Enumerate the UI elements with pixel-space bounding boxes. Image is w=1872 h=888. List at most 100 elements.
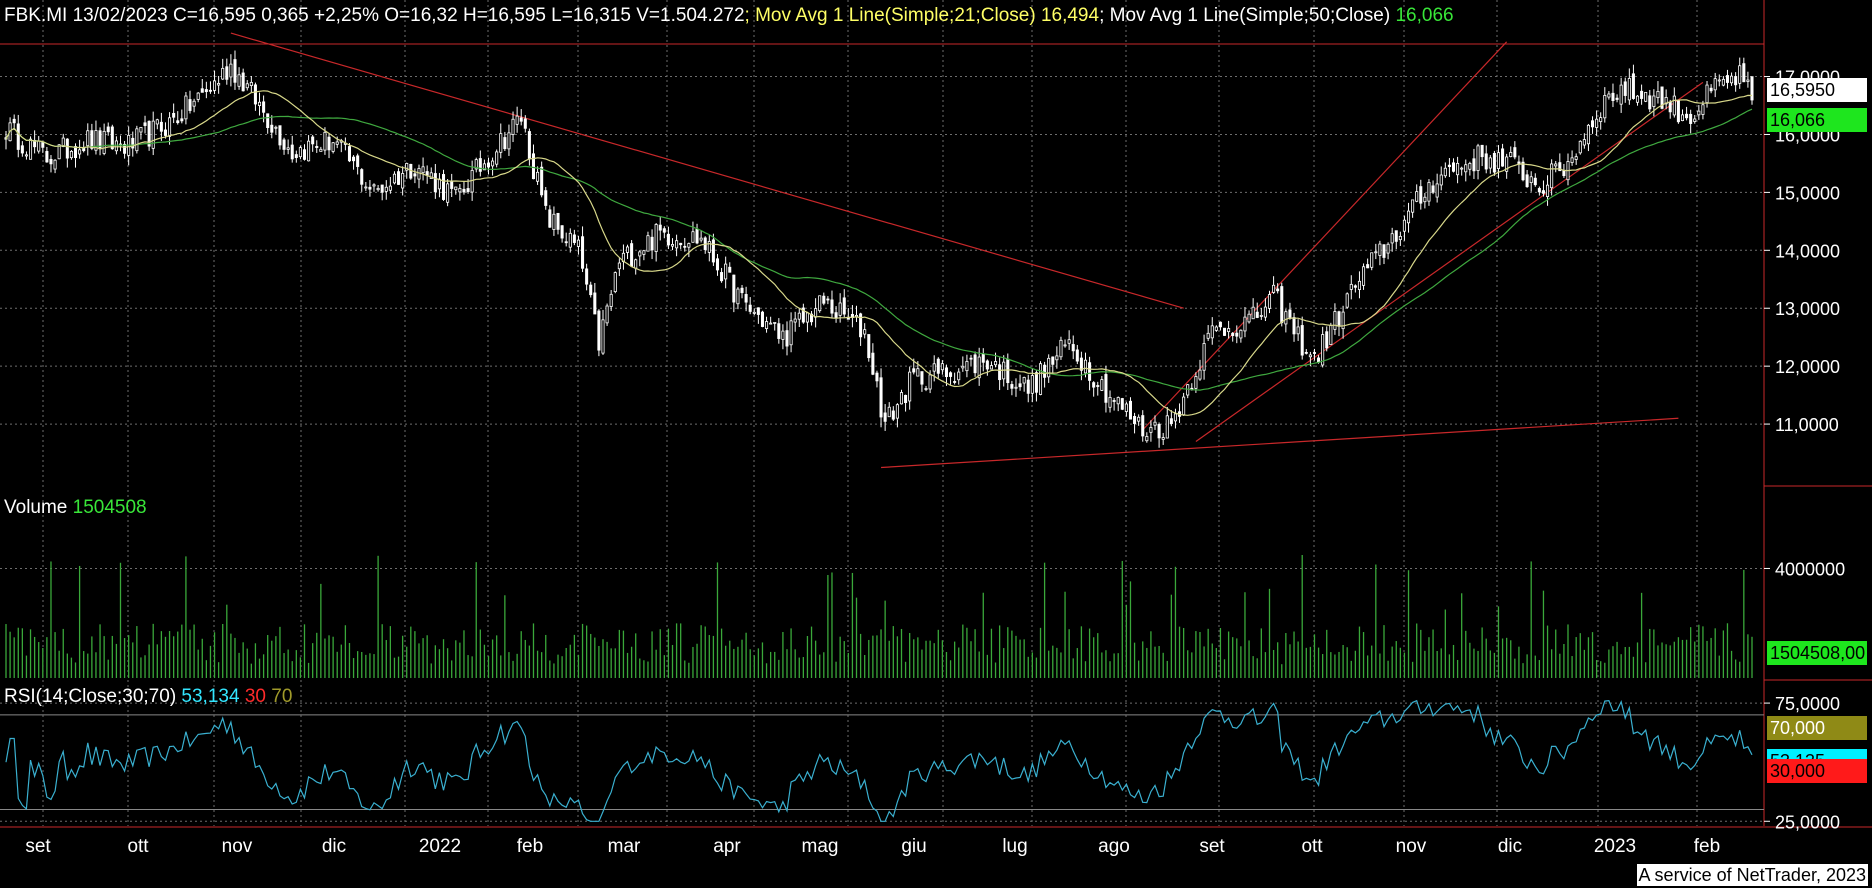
candle-body bbox=[1419, 186, 1423, 204]
candle-body bbox=[368, 186, 372, 190]
candle-body bbox=[1591, 120, 1595, 128]
candle-body bbox=[233, 59, 237, 83]
candle-body bbox=[503, 137, 507, 150]
candle-body bbox=[429, 172, 433, 179]
candle-body bbox=[286, 147, 290, 150]
candle-body bbox=[1304, 351, 1308, 354]
candle-body bbox=[1353, 285, 1357, 288]
candle-body bbox=[662, 228, 666, 233]
candle-body bbox=[86, 130, 90, 147]
candle-body bbox=[229, 63, 233, 78]
candle-body bbox=[683, 245, 687, 248]
candle-body bbox=[1689, 113, 1693, 124]
candle-body bbox=[777, 323, 781, 339]
candle-body bbox=[879, 377, 883, 418]
candle-body bbox=[1730, 75, 1734, 84]
candle-body bbox=[572, 234, 576, 243]
rsi-legend-low: 30 bbox=[244, 686, 266, 707]
candle-body bbox=[1443, 167, 1447, 177]
candle-body bbox=[769, 322, 773, 325]
candle-body bbox=[1210, 325, 1214, 339]
candle-body bbox=[1357, 280, 1361, 290]
candle-body bbox=[413, 173, 417, 177]
candle-body bbox=[446, 183, 450, 203]
candle-body bbox=[1157, 424, 1161, 439]
candle-body bbox=[78, 149, 82, 155]
candle-body bbox=[360, 169, 364, 185]
candle-body bbox=[1480, 144, 1484, 158]
y-tick-label: 15,0000 bbox=[1775, 183, 1840, 203]
x-tick-label: 2023 bbox=[1594, 836, 1636, 857]
candle-body bbox=[114, 140, 118, 152]
candle-body bbox=[940, 363, 944, 371]
candle-body bbox=[159, 121, 163, 132]
candle-body bbox=[1725, 75, 1729, 83]
candle-body bbox=[1341, 311, 1345, 330]
volume-legend-value: 1504508 bbox=[72, 497, 147, 518]
candle-body bbox=[327, 136, 331, 151]
candle-body bbox=[1231, 332, 1235, 336]
candle-body bbox=[1411, 199, 1415, 213]
candle-body bbox=[131, 137, 135, 149]
candle-body bbox=[617, 262, 621, 270]
candle-body bbox=[290, 144, 294, 160]
candle-body bbox=[515, 115, 519, 125]
candle-body bbox=[838, 302, 842, 316]
candle-body bbox=[192, 100, 196, 107]
candle-body bbox=[593, 292, 597, 315]
candle-body bbox=[994, 361, 998, 366]
candle-body bbox=[711, 239, 715, 263]
candle-body bbox=[1427, 182, 1431, 202]
candle-body bbox=[151, 120, 155, 149]
candle-body bbox=[1030, 375, 1034, 394]
candle-body bbox=[601, 319, 605, 354]
candle-body bbox=[1554, 163, 1558, 167]
candle-body bbox=[1705, 84, 1709, 103]
candle-body bbox=[801, 307, 805, 323]
candle-body bbox=[1165, 415, 1169, 439]
candle-body bbox=[450, 180, 454, 189]
candle-body bbox=[634, 259, 638, 269]
candle-body bbox=[638, 251, 642, 257]
candle-body bbox=[1133, 416, 1137, 424]
candle-body bbox=[466, 188, 470, 192]
rsi-legend-high: 70 bbox=[271, 686, 293, 707]
candle-body bbox=[1128, 400, 1132, 420]
candle-body bbox=[1071, 344, 1075, 352]
candle-body bbox=[564, 241, 568, 244]
candle-body bbox=[752, 311, 756, 314]
candle-body bbox=[1366, 264, 1370, 269]
candle-body bbox=[1529, 176, 1533, 184]
candle-body bbox=[442, 174, 446, 200]
candle-body bbox=[274, 126, 278, 129]
x-tick-label: 2022 bbox=[419, 836, 461, 857]
y-tick-label: 25,0000 bbox=[1775, 812, 1840, 832]
candle-body bbox=[732, 274, 736, 303]
candle-body bbox=[552, 213, 556, 230]
candle-body bbox=[1607, 93, 1611, 98]
candle-body bbox=[1660, 86, 1664, 109]
volume-legend: Volume 1504508 bbox=[4, 497, 147, 519]
candle-body bbox=[789, 320, 793, 346]
candle-body bbox=[12, 118, 16, 124]
volume-legend-label: Volume bbox=[4, 497, 73, 518]
candle-body bbox=[887, 406, 891, 418]
candle-body bbox=[241, 72, 245, 92]
candle-body bbox=[1067, 339, 1071, 344]
candle-body bbox=[221, 67, 225, 80]
candle-body bbox=[1255, 311, 1259, 318]
y-tick-label: 11,0000 bbox=[1775, 415, 1839, 435]
candle-body bbox=[523, 118, 527, 129]
candle-body bbox=[932, 363, 936, 372]
candle-body bbox=[196, 92, 200, 100]
candle-body bbox=[499, 133, 503, 153]
candle-body bbox=[691, 231, 695, 243]
candle-body bbox=[1321, 334, 1325, 366]
candle-body bbox=[1137, 416, 1141, 422]
candle-body bbox=[225, 66, 229, 80]
candle-body bbox=[953, 381, 957, 383]
candle-body bbox=[1680, 114, 1685, 122]
candle-body bbox=[1329, 325, 1333, 346]
